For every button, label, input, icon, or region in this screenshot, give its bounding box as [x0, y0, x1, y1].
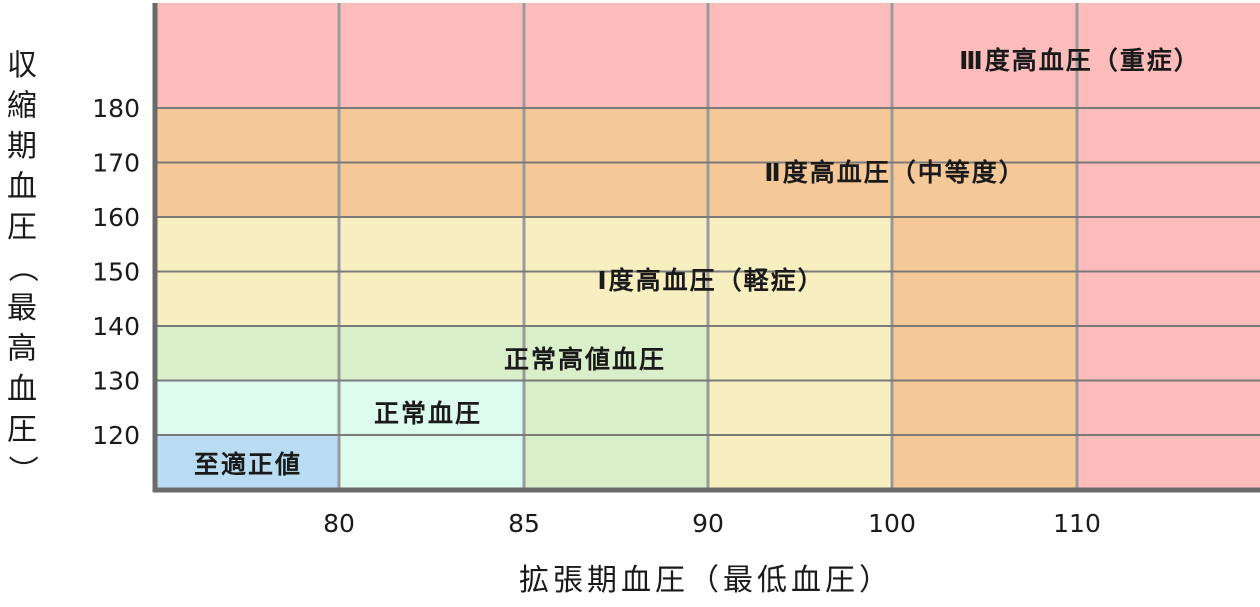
y-axis-label-char-1: 縮 [7, 89, 37, 124]
zone-label-2: 正常高値血圧 [504, 345, 666, 374]
y-axis-label-char-6: 最 [7, 291, 37, 326]
x-tick-label-3: 100 [868, 509, 916, 538]
y-tick-label-5: 170 [92, 149, 140, 178]
x-tick-layer: 80 85 90 100 110 [323, 509, 1101, 538]
y-axis-label-char-5: （ [4, 253, 39, 283]
zone-label-5: Ⅲ度高血圧（重症） [959, 46, 1201, 75]
x-tick-label-0: 80 [323, 509, 355, 538]
x-tick-label-2: 90 [692, 509, 724, 538]
y-tick-label-4: 160 [92, 203, 140, 232]
zone-label-0: 至適正値 [194, 450, 302, 479]
y-axis-label-char-9: 圧 [7, 413, 37, 448]
zone-label-4: Ⅱ度高血圧（中等度） [764, 158, 1025, 187]
y-axis-label-char-7: 高 [7, 332, 37, 367]
x-axis-label: 拡張期血圧（最低血圧） [519, 563, 893, 598]
zone-label-1: 正常血圧 [374, 399, 482, 428]
y-tick-label-0: 120 [92, 421, 140, 450]
x-tick-label-4: 110 [1053, 509, 1101, 538]
y-axis-label-char-0: 収 [7, 48, 37, 83]
zone-label-3: Ⅰ度高血圧（軽症） [597, 266, 824, 295]
y-tick-layer: 120 130 140 150 160 170 180 [92, 94, 140, 450]
x-tick-label-1: 85 [508, 509, 540, 538]
y-axis-label-char-4: 圧 [7, 210, 37, 245]
grid-layer [152, 3, 1260, 493]
y-tick-label-1: 130 [92, 367, 140, 396]
y-axis-label-char-10: ） [4, 455, 39, 485]
y-axis-label-char-8: 血 [7, 372, 37, 407]
y-tick-label-2: 140 [92, 312, 140, 341]
y-axis-label-char-3: 血 [7, 170, 37, 205]
y-axis-label-char-2: 期 [7, 129, 37, 164]
zone-0 [155, 435, 339, 490]
y-tick-label-6: 180 [92, 94, 140, 123]
y-tick-label-3: 150 [92, 258, 140, 287]
